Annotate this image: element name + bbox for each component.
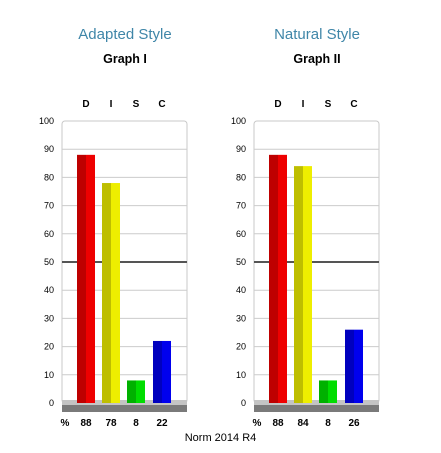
category-label: D [274,99,281,110]
base-slab-top [62,400,187,405]
y-tick-label: 70 [44,201,54,211]
y-tick-label: 10 [44,370,54,380]
y-tick-label: 30 [236,313,246,323]
bar-right-face [86,154,95,403]
disc-bar-chart: 0 10 20 30 40 50 60 70 80 90 100 D I S C% 88 78 8 22 [39,99,188,429]
bar-s [319,380,337,403]
value-label: 88 [272,418,284,429]
bar-left-face [345,329,354,403]
bar-i [102,183,120,403]
base-slab-top [254,400,379,405]
disc-bar-chart: 0 10 20 30 40 50 60 70 80 90 100 D I S C% 88 84 8 26 [231,99,380,429]
bar-left-face [127,380,136,403]
y-tick-label: 90 [236,144,246,154]
bar-left-face [77,154,86,403]
y-tick-label: 80 [44,172,54,182]
style-title: Adapted Style [78,26,172,43]
value-label: 8 [325,418,331,429]
base-slab-front [254,405,379,412]
y-tick-label: 30 [44,313,54,323]
category-label: D [82,99,89,110]
bar-right-face [354,329,363,403]
bar-left-face [294,166,303,403]
y-tick-label: 20 [236,342,246,352]
y-tick-label: 100 [231,116,246,126]
category-label: S [325,99,332,110]
norm-footer: Norm 2014 R4 [184,432,257,444]
y-tick-label: 60 [44,229,54,239]
y-tick-label: 50 [44,257,54,267]
y-tick-label: 0 [241,398,246,408]
bar-c [345,329,363,403]
bar-right-face [303,166,312,403]
bar-left-face [153,340,162,403]
value-label: 78 [105,418,117,429]
bar-left-face [102,183,111,403]
base-slab-front [62,405,187,412]
y-tick-label: 10 [236,370,246,380]
bar-i [294,166,312,403]
y-tick-label: 20 [44,342,54,352]
bar-left-face [319,380,328,403]
percent-symbol: % [61,418,70,429]
bar-left-face [269,154,278,403]
value-label: 22 [156,418,168,429]
y-tick-label: 70 [236,201,246,211]
bar-c [153,340,171,403]
category-label: C [350,99,357,110]
style-title: Natural Style [274,26,360,43]
y-tick-label: 50 [236,257,246,267]
y-tick-label: 100 [39,116,54,126]
bar-s [127,380,145,403]
graph-title: Graph I [103,52,147,66]
bar-d [269,154,287,403]
percent-symbol: % [253,418,262,429]
bar-d [77,154,95,403]
category-label: I [302,99,305,110]
adapted-style-panel: Adapted Style Graph I 0 10 20 30 40 50 60 70 80 9… [0,0,220,440]
bar-right-face [278,154,287,403]
value-label: 84 [297,418,309,429]
y-tick-label: 90 [44,144,54,154]
y-tick-label: 40 [44,285,54,295]
category-label: S [133,99,140,110]
bar-right-face [136,380,145,403]
natural-style-panel: Natural Style Graph II 0 10 20 30 40 50 60 70 80… [192,0,412,440]
y-tick-label: 80 [236,172,246,182]
value-label: 88 [80,418,92,429]
bar-right-face [111,183,120,403]
bar-right-face [162,340,171,403]
graph-title: Graph II [293,52,341,66]
value-label: 26 [348,418,360,429]
y-tick-label: 0 [49,398,54,408]
bar-right-face [328,380,337,403]
y-tick-label: 40 [236,285,246,295]
category-label: C [158,99,165,110]
value-label: 8 [133,418,139,429]
category-label: I [110,99,113,110]
y-tick-label: 60 [236,229,246,239]
